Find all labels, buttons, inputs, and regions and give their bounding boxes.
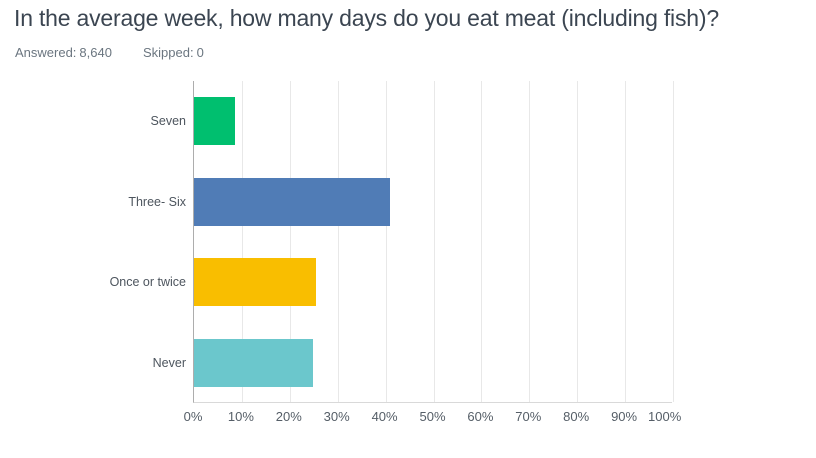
answered-value: 8,640 <box>79 45 112 60</box>
bar-seven[interactable] <box>194 97 236 146</box>
gridline <box>673 81 674 402</box>
gridline <box>241 81 243 402</box>
gridline <box>625 81 627 402</box>
x-tick-label: 90% <box>611 409 638 424</box>
x-axis: 0% 10% 20% 30% 40% 50% 60% 70% 80% 90% 100% <box>184 409 682 429</box>
bar-never[interactable] <box>194 338 313 387</box>
x-tick-label: 10% <box>227 409 254 424</box>
category-label: Once or twice <box>109 275 186 290</box>
x-tick-label: 50% <box>419 409 446 424</box>
category-label: Three- Six <box>128 194 186 209</box>
x-tick-label: 70% <box>515 409 542 424</box>
skipped-stat: Skipped: 0 <box>143 45 207 60</box>
gridline <box>289 81 291 402</box>
bar-once-or-twice[interactable] <box>194 258 317 307</box>
x-tick-label: 40% <box>371 409 398 424</box>
category-label: Seven <box>150 114 186 129</box>
response-summary: Answered: 8,640 Skipped: 0 <box>15 45 235 60</box>
bar-three-six[interactable] <box>194 177 391 226</box>
bar-row: Once or twice <box>110 242 672 323</box>
gridline <box>433 81 435 402</box>
x-tick-label: 0% <box>183 409 203 424</box>
x-tick-label: 20% <box>275 409 302 424</box>
gridline <box>577 81 579 402</box>
plot-area: Seven Three- Six Once or twice Never <box>110 81 674 404</box>
gridline <box>481 81 483 402</box>
bar-row: Never <box>153 323 672 404</box>
answered-stat: Answered: 8,640 <box>15 45 115 60</box>
category-label: Never <box>152 355 186 370</box>
skipped-value: 0 <box>196 45 204 60</box>
x-tick-label: 30% <box>323 409 350 424</box>
x-tick-label: 100% <box>648 409 682 424</box>
bar-row: Seven <box>151 81 672 162</box>
gridline <box>337 81 339 402</box>
bar-row: Three- Six <box>128 162 672 243</box>
gridline <box>385 81 387 402</box>
question-title: In the average week, how many days do yo… <box>14 5 719 31</box>
skipped-label: Skipped: <box>142 45 194 60</box>
x-tick-label: 60% <box>467 409 494 424</box>
gridline <box>529 81 531 402</box>
answered-label: Answered: <box>15 45 77 60</box>
x-tick-label: 80% <box>563 409 590 424</box>
